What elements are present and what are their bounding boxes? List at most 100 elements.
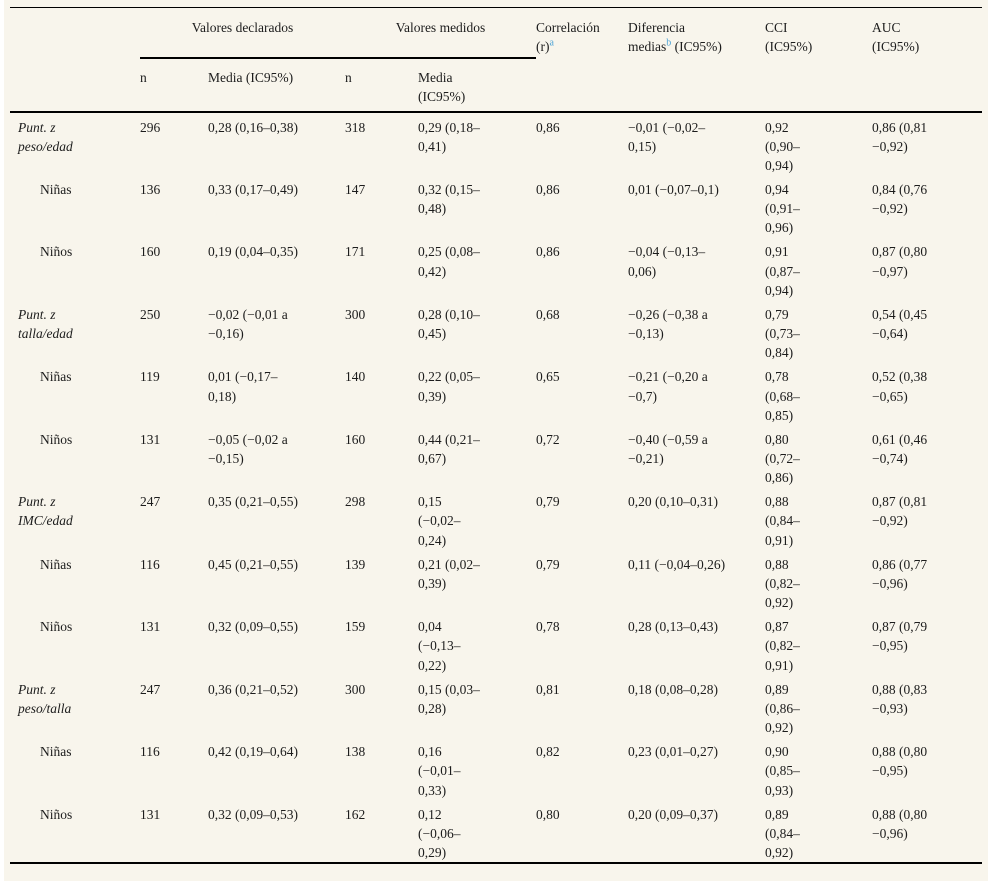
header-diff-means: Diferencia mediasb (IC95%) [628, 7, 766, 113]
cell-label: Niñas [40, 369, 72, 385]
header-correlation-label: Correlación (r) [536, 20, 600, 55]
cell-media-measured: 0,22 (0,05–0,39) [418, 369, 480, 404]
header-media-measured: Media (IC95%) [418, 57, 537, 113]
cell-n-measured: 171 [345, 244, 366, 260]
table-row: Punt. z IMC/edad 247 0,35 (0,21–0,55) 298 0,… [10, 487, 982, 549]
cell-label: Niños [40, 244, 73, 260]
cell-cci: 0,78 (0,68–0,85) [765, 369, 800, 423]
cell-diff-means: 0,11 (−0,04–0,26) [628, 556, 726, 572]
footnote-ref-b[interactable]: b [666, 37, 672, 49]
cell-diff-means: −0,26 (−0,38 a −0,13) [628, 306, 708, 342]
footnote-ref-a[interactable]: a [549, 37, 554, 49]
cell-diff-means: 0,28 (0,13–0,43) [628, 619, 719, 635]
cell-cci: 0,89 (0,86–0,92) [765, 681, 800, 736]
cell-n-declared: 119 [140, 369, 160, 385]
table-row: Niños 160 0,19 (0,04–0,35) 171 0,25 (0,08–0,… [10, 237, 982, 299]
cell-media-measured: 0,12 (−0,06–0,29) [418, 806, 461, 860]
cell-n-measured: 160 [345, 431, 366, 447]
cell-n-measured: 162 [345, 806, 366, 822]
cell-correlation: 0,78 [536, 619, 560, 635]
cell-correlation: 0,81 [536, 681, 560, 697]
cell-n-declared: 131 [140, 431, 161, 447]
anthropometry-comparison-table: Valores declarados Valores medidos Corre… [10, 7, 983, 865]
table-row: Punt. z talla/edad 250 −0,02 (−0,01 a −0,1… [10, 300, 982, 362]
cell-media-declared: 0,19 (0,04–0,35) [208, 244, 298, 260]
header-group-declared: Valores declarados [140, 7, 345, 59]
cell-correlation: 0,82 [536, 744, 560, 760]
cell-diff-means: 0,18 (0,08–0,28) [628, 681, 719, 697]
table-row: Punt. z peso/talla 247 0,36 (0,21–0,52) 300… [10, 675, 982, 737]
header-diff-label: Diferencia medias [628, 20, 685, 55]
header-sub-row: n Media (IC95%) n Media (IC95%) [10, 57, 982, 113]
cell-cci: 0,90 (0,85–0,93) [765, 744, 800, 798]
table-row: Niños 131 −0,05 (−0,02 a −0,15) 160 0,44 (0,… [10, 425, 982, 487]
cell-auc: 0,87 (0,79 −0,95) [872, 619, 928, 654]
cell-media-measured: 0,15 (0,03–0,28) [418, 681, 480, 716]
cell-correlation: 0,68 [536, 306, 560, 322]
header-group-row: Valores declarados Valores medidos Corre… [10, 7, 983, 113]
header-n-declared: n [140, 57, 208, 113]
cell-n-declared: 160 [140, 244, 161, 260]
table-sheet: Valores declarados Valores medidos Corre… [4, 0, 988, 881]
cell-label: Punt. z peso/edad [18, 119, 73, 154]
cell-n-measured: 139 [345, 556, 366, 572]
cell-correlation: 0,79 [536, 494, 560, 510]
cell-correlation: 0,79 [536, 556, 560, 572]
table-row: Punt. z peso/edad 296 0,28 (0,16–0,38) 318 0… [10, 112, 982, 175]
cell-label: Niños [40, 619, 73, 635]
cell-media-measured: 0,29 (0,18–0,41) [418, 119, 480, 154]
cell-auc: 0,86 (0,77 −0,96) [872, 556, 928, 591]
cell-auc: 0,54 (0,45 −0,64) [872, 306, 928, 342]
cell-diff-means: 0,23 (0,01–0,27) [628, 744, 719, 760]
cell-n-measured: 138 [345, 744, 366, 760]
cell-media-measured: 0,28 (0,10–0,45) [418, 306, 480, 342]
cell-correlation: 0,72 [536, 431, 560, 447]
cell-diff-means: 0,20 (0,10–0,31) [628, 494, 719, 510]
cell-correlation: 0,65 [536, 369, 560, 385]
cell-media-declared: 0,32 (0,09–0,55) [208, 619, 298, 635]
cell-media-declared: 0,28 (0,16–0,38) [208, 119, 298, 135]
cell-label: Niños [40, 431, 73, 447]
table-row: Niñas 119 0,01 (−0,17–0,18) 140 0,22 (0,05–0… [10, 362, 982, 424]
table-row: Niñas 136 0,33 (0,17–0,49) 147 0,32 (0,15–0,… [10, 175, 982, 237]
cell-cci: 0,88 (0,84–0,91) [765, 494, 800, 548]
cell-auc: 0,84 (0,76 −0,92) [872, 181, 928, 217]
cell-n-declared: 116 [140, 556, 160, 572]
header-group-measured: Valores medidos [345, 7, 537, 59]
cell-cci: 0,80 (0,72–0,86) [765, 431, 800, 486]
cell-auc: 0,88 (0,83 −0,93) [872, 681, 928, 716]
cell-cci: 0,92 (0,90–0,94) [765, 119, 800, 173]
cell-label: Punt. z IMC/edad [18, 494, 73, 529]
cell-auc: 0,88 (0,80 −0,95) [872, 744, 928, 779]
cell-cci: 0,91 (0,87–0,94) [765, 244, 800, 298]
header-diff-suffix: (IC95%) [671, 39, 722, 55]
cell-auc: 0,61 (0,46 −0,74) [872, 431, 928, 466]
cell-n-measured: 318 [345, 119, 366, 135]
cell-n-measured: 140 [345, 369, 366, 385]
cell-n-measured: 298 [345, 494, 366, 510]
cell-diff-means: −0,04 (−0,13–0,06) [628, 244, 706, 279]
cell-diff-means: −0,21 (−0,20 a −0,7) [628, 369, 708, 404]
cell-n-declared: 250 [140, 306, 161, 322]
cell-auc: 0,87 (0,80 −0,97) [872, 244, 928, 279]
cell-label: Niños [40, 806, 73, 822]
header-correlation: Correlación (r)a [536, 7, 629, 113]
cell-correlation: 0,80 [536, 806, 560, 822]
cell-label: Niñas [40, 744, 72, 760]
cell-media-declared: 0,36 (0,21–0,52) [208, 681, 298, 697]
cell-media-measured: 0,44 (0,21–0,67) [418, 431, 480, 466]
cell-media-declared: 0,33 (0,17–0,49) [208, 181, 298, 197]
table-row: Niños 131 0,32 (0,09–0,55) 159 0,04 (−0,13–0… [10, 612, 982, 674]
cell-diff-means: −0,40 (−0,59 a −0,21) [628, 431, 708, 466]
cell-cci: 0,94 (0,91–0,96) [765, 181, 800, 236]
cell-cci: 0,88 (0,82–0,92) [765, 556, 800, 611]
header-media-declared: Media (IC95%) [208, 57, 345, 113]
cell-media-declared: −0,05 (−0,02 a −0,15) [208, 431, 288, 466]
cell-correlation: 0,86 [536, 244, 560, 260]
cell-label: Niñas [40, 556, 72, 572]
cell-n-declared: 136 [140, 181, 161, 197]
cell-label: Punt. z talla/edad [18, 306, 73, 342]
cell-media-declared: 0,45 (0,21–0,55) [208, 556, 298, 572]
cell-cci: 0,79 (0,73–0,84) [765, 306, 800, 361]
cell-n-measured: 147 [345, 181, 366, 197]
